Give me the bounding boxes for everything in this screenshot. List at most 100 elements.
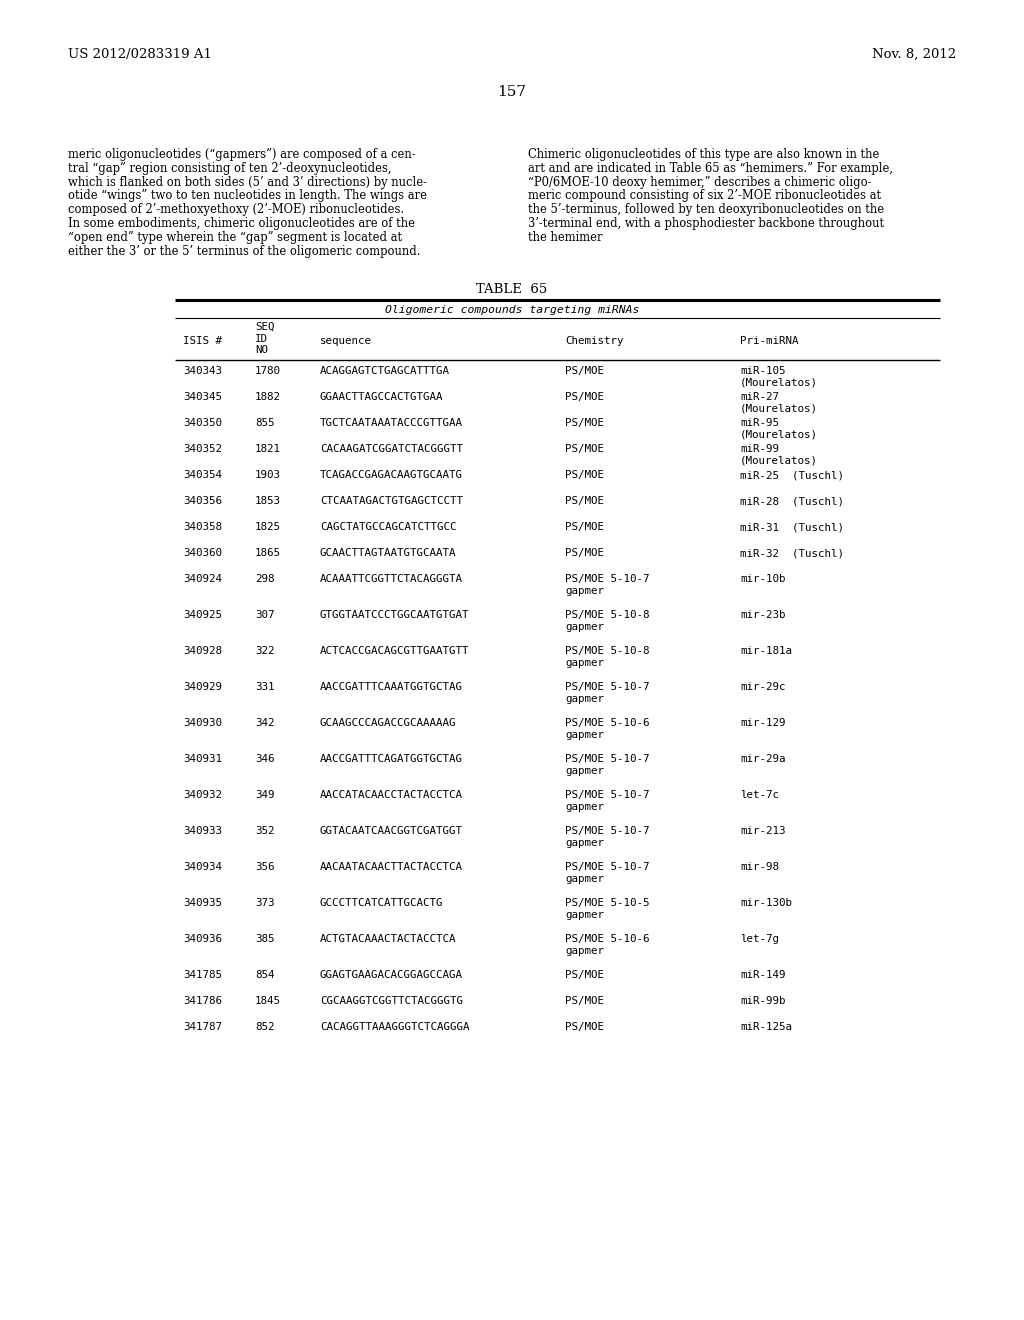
Text: AACCGATTTCAGATGGTGCTAG: AACCGATTTCAGATGGTGCTAG xyxy=(319,754,463,764)
Text: 1821: 1821 xyxy=(255,444,281,454)
Text: PS/MOE: PS/MOE xyxy=(565,470,604,480)
Text: miR-95
(Mourelatos): miR-95 (Mourelatos) xyxy=(740,418,818,440)
Text: mir-130b: mir-130b xyxy=(740,898,792,908)
Text: PS/MOE 5-10-8
gapmer: PS/MOE 5-10-8 gapmer xyxy=(565,610,649,631)
Text: miR-105
(Mourelatos): miR-105 (Mourelatos) xyxy=(740,366,818,388)
Text: “open end” type wherein the “gap” segment is located at: “open end” type wherein the “gap” segmen… xyxy=(68,231,402,244)
Text: CGCAAGGTCGGTTCTACGGGTG: CGCAAGGTCGGTTCTACGGGTG xyxy=(319,997,463,1006)
Text: sequence: sequence xyxy=(319,337,372,346)
Text: 340924: 340924 xyxy=(183,574,222,583)
Text: “P0/6MOE-10 deoxy hemimer,” describes a chimeric oligo-: “P0/6MOE-10 deoxy hemimer,” describes a … xyxy=(528,176,871,189)
Text: PS/MOE 5-10-7
gapmer: PS/MOE 5-10-7 gapmer xyxy=(565,682,649,704)
Text: 346: 346 xyxy=(255,754,274,764)
Text: 340934: 340934 xyxy=(183,862,222,873)
Text: 349: 349 xyxy=(255,789,274,800)
Text: PS/MOE 5-10-7
gapmer: PS/MOE 5-10-7 gapmer xyxy=(565,574,649,595)
Text: PS/MOE: PS/MOE xyxy=(565,521,604,532)
Text: 385: 385 xyxy=(255,935,274,944)
Text: miR-149: miR-149 xyxy=(740,970,785,979)
Text: mir-29c: mir-29c xyxy=(740,682,785,692)
Text: miR-99b: miR-99b xyxy=(740,997,785,1006)
Text: 340343: 340343 xyxy=(183,366,222,376)
Text: ACTGTACAAACTACTACCTCA: ACTGTACAAACTACTACCTCA xyxy=(319,935,457,944)
Text: TABLE  65: TABLE 65 xyxy=(476,282,548,296)
Text: SEQ
ID
NO: SEQ ID NO xyxy=(255,322,274,355)
Text: PS/MOE 5-10-5
gapmer: PS/MOE 5-10-5 gapmer xyxy=(565,898,649,920)
Text: PS/MOE 5-10-7
gapmer: PS/MOE 5-10-7 gapmer xyxy=(565,826,649,847)
Text: miR-32  (Tuschl): miR-32 (Tuschl) xyxy=(740,548,844,558)
Text: PS/MOE: PS/MOE xyxy=(565,997,604,1006)
Text: TGCTCAATAAATACCCGTTGAA: TGCTCAATAAATACCCGTTGAA xyxy=(319,418,463,428)
Text: GCCCTTCATCATTGCACTG: GCCCTTCATCATTGCACTG xyxy=(319,898,443,908)
Text: 340935: 340935 xyxy=(183,898,222,908)
Text: 157: 157 xyxy=(498,84,526,99)
Text: 340352: 340352 xyxy=(183,444,222,454)
Text: 1845: 1845 xyxy=(255,997,281,1006)
Text: 340931: 340931 xyxy=(183,754,222,764)
Text: GTGGTAATCCCTGGCAATGTGAT: GTGGTAATCCCTGGCAATGTGAT xyxy=(319,610,469,620)
Text: let-7g: let-7g xyxy=(740,935,779,944)
Text: PS/MOE 5-10-7
gapmer: PS/MOE 5-10-7 gapmer xyxy=(565,754,649,776)
Text: 307: 307 xyxy=(255,610,274,620)
Text: miR-31  (Tuschl): miR-31 (Tuschl) xyxy=(740,521,844,532)
Text: Pri-miRNA: Pri-miRNA xyxy=(740,337,799,346)
Text: ISIS #: ISIS # xyxy=(183,337,222,346)
Text: PS/MOE 5-10-7
gapmer: PS/MOE 5-10-7 gapmer xyxy=(565,862,649,883)
Text: 340936: 340936 xyxy=(183,935,222,944)
Text: 340928: 340928 xyxy=(183,645,222,656)
Text: 340929: 340929 xyxy=(183,682,222,692)
Text: GCAAGCCCAGACCGCAAAAAG: GCAAGCCCAGACCGCAAAAAG xyxy=(319,718,457,729)
Text: 1865: 1865 xyxy=(255,548,281,558)
Text: 322: 322 xyxy=(255,645,274,656)
Text: 341785: 341785 xyxy=(183,970,222,979)
Text: 855: 855 xyxy=(255,418,274,428)
Text: US 2012/0283319 A1: US 2012/0283319 A1 xyxy=(68,48,212,61)
Text: AACCGATTTCAAATGGTGCTAG: AACCGATTTCAAATGGTGCTAG xyxy=(319,682,463,692)
Text: AACCATACAACCTACTACCTCA: AACCATACAACCTACTACCTCA xyxy=(319,789,463,800)
Text: miR-125a: miR-125a xyxy=(740,1022,792,1032)
Text: 1780: 1780 xyxy=(255,366,281,376)
Text: 331: 331 xyxy=(255,682,274,692)
Text: 340345: 340345 xyxy=(183,392,222,403)
Text: 356: 356 xyxy=(255,862,274,873)
Text: either the 3’ or the 5’ terminus of the oligomeric compound.: either the 3’ or the 5’ terminus of the … xyxy=(68,244,421,257)
Text: CAGCTATGCCAGCATCTTGCC: CAGCTATGCCAGCATCTTGCC xyxy=(319,521,457,532)
Text: TCAGACCGAGACAAGTGCAATG: TCAGACCGAGACAAGTGCAATG xyxy=(319,470,463,480)
Text: PS/MOE 5-10-6
gapmer: PS/MOE 5-10-6 gapmer xyxy=(565,935,649,956)
Text: 340354: 340354 xyxy=(183,470,222,480)
Text: miR-28  (Tuschl): miR-28 (Tuschl) xyxy=(740,496,844,506)
Text: 373: 373 xyxy=(255,898,274,908)
Text: 852: 852 xyxy=(255,1022,274,1032)
Text: 340360: 340360 xyxy=(183,548,222,558)
Text: PS/MOE: PS/MOE xyxy=(565,444,604,454)
Text: Chemistry: Chemistry xyxy=(565,337,624,346)
Text: composed of 2’-methoxyethoxy (2’-MOE) ribonucleotides.: composed of 2’-methoxyethoxy (2’-MOE) ri… xyxy=(68,203,404,216)
Text: mir-29a: mir-29a xyxy=(740,754,785,764)
Text: mir-23b: mir-23b xyxy=(740,610,785,620)
Text: 341787: 341787 xyxy=(183,1022,222,1032)
Text: PS/MOE: PS/MOE xyxy=(565,1022,604,1032)
Text: ACAGGAGTCTGAGCATTTGA: ACAGGAGTCTGAGCATTTGA xyxy=(319,366,450,376)
Text: Chimeric oligonucleotides of this type are also known in the: Chimeric oligonucleotides of this type a… xyxy=(528,148,880,161)
Text: miR-99
(Mourelatos): miR-99 (Mourelatos) xyxy=(740,444,818,466)
Text: meric compound consisting of six 2’-MOE ribonucleotides at: meric compound consisting of six 2’-MOE … xyxy=(528,189,881,202)
Text: mir-98: mir-98 xyxy=(740,862,779,873)
Text: AACAATACAACTTACTACCTCA: AACAATACAACTTACTACCTCA xyxy=(319,862,463,873)
Text: PS/MOE 5-10-7
gapmer: PS/MOE 5-10-7 gapmer xyxy=(565,789,649,812)
Text: the hemimer: the hemimer xyxy=(528,231,602,244)
Text: 342: 342 xyxy=(255,718,274,729)
Text: GGAACTTAGCCACTGTGAA: GGAACTTAGCCACTGTGAA xyxy=(319,392,443,403)
Text: PS/MOE: PS/MOE xyxy=(565,366,604,376)
Text: art and are indicated in Table 65 as “hemimers.” For example,: art and are indicated in Table 65 as “he… xyxy=(528,162,893,174)
Text: CACAAGATCGGATCTACGGGTT: CACAAGATCGGATCTACGGGTT xyxy=(319,444,463,454)
Text: 340350: 340350 xyxy=(183,418,222,428)
Text: Nov. 8, 2012: Nov. 8, 2012 xyxy=(871,48,956,61)
Text: PS/MOE 5-10-8
gapmer: PS/MOE 5-10-8 gapmer xyxy=(565,645,649,668)
Text: 3’-terminal end, with a phosphodiester backbone throughout: 3’-terminal end, with a phosphodiester b… xyxy=(528,216,884,230)
Text: the 5’-terminus, followed by ten deoxyribonucleotides on the: the 5’-terminus, followed by ten deoxyri… xyxy=(528,203,884,216)
Text: Oligomeric compounds targeting miRNAs: Oligomeric compounds targeting miRNAs xyxy=(385,305,639,315)
Text: miR-27
(Mourelatos): miR-27 (Mourelatos) xyxy=(740,392,818,413)
Text: 340925: 340925 xyxy=(183,610,222,620)
Text: GCAACTTAGTAATGTGCAATA: GCAACTTAGTAATGTGCAATA xyxy=(319,548,457,558)
Text: 854: 854 xyxy=(255,970,274,979)
